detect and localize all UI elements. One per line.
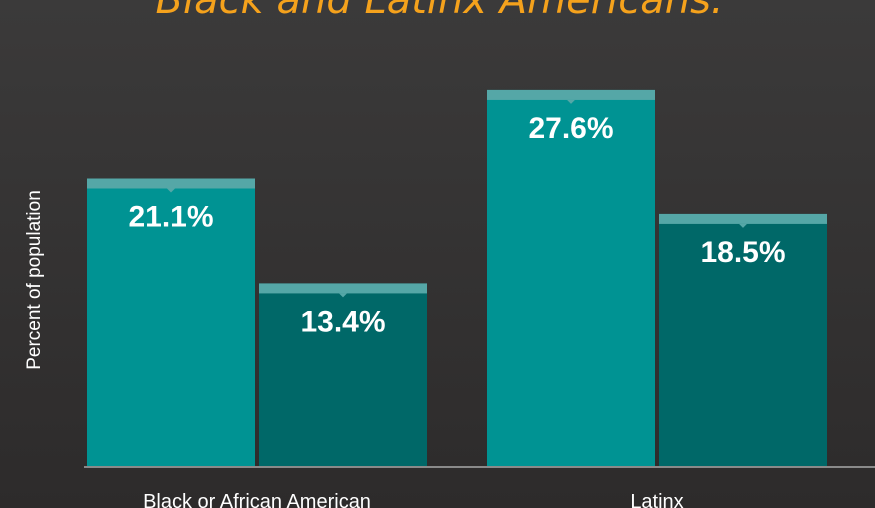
x-tick-label: Black or African American (143, 491, 371, 508)
bar-cap (259, 283, 427, 294)
bar (87, 178, 255, 466)
bar-cap-notch (167, 188, 175, 193)
value-label: 13.4% (300, 305, 385, 338)
bar (487, 89, 655, 467)
bar-cap (659, 213, 827, 224)
y-axis-label: Percent of population (24, 190, 45, 370)
bar-cap-notch (567, 99, 575, 104)
value-label: 27.6% (528, 112, 613, 145)
bar-cap-notch (339, 293, 347, 298)
value-label: 18.5% (700, 236, 785, 269)
value-label: 21.1% (128, 200, 213, 233)
bar (259, 283, 427, 466)
chart-title: Black and Latinx Americans: (156, 0, 725, 23)
bar (659, 213, 827, 466)
bar-cap (487, 89, 655, 100)
bar-cap-notch (739, 223, 747, 228)
x-tick-label: Latinx (630, 491, 683, 508)
bar-cap (87, 178, 255, 189)
